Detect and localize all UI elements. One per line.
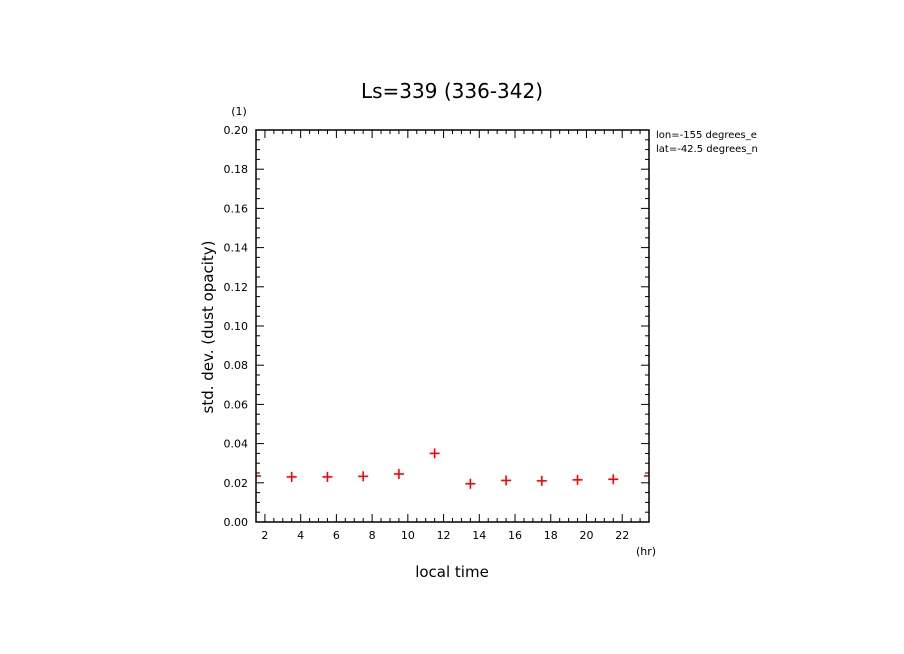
annotation-lat: lat=-42.5 degrees_n — [656, 144, 758, 155]
y-tick-label: 0.06 — [224, 398, 249, 411]
y-tick-label: 0.00 — [224, 516, 249, 529]
x-tick-label: 20 — [579, 529, 593, 542]
data-point — [501, 475, 512, 486]
data-point — [358, 471, 369, 482]
y-tick-label: 0.04 — [224, 438, 249, 451]
data-point — [572, 474, 583, 485]
data-point — [429, 448, 440, 459]
x-tick-label: 10 — [401, 529, 415, 542]
plot-frame — [255, 129, 650, 523]
data-point — [536, 475, 547, 486]
x-axis-label: local time — [415, 563, 489, 581]
x-tick-label: 22 — [615, 529, 629, 542]
x-unit-label: (hr) — [636, 545, 656, 558]
data-point — [608, 474, 619, 485]
y-tick-label: 0.14 — [224, 242, 249, 255]
data-point — [465, 478, 476, 489]
x-tick-label: 16 — [508, 529, 522, 542]
x-tick-label: 2 — [261, 529, 268, 542]
y-tick-label: 0.08 — [224, 359, 249, 372]
x-tick-label: 6 — [333, 529, 340, 542]
y-tick-label: 0.10 — [224, 320, 249, 333]
axis-ticks: 0.00 0.02 0.04 0.06 0.08 0.10 0.12 0.14 0.16 0.18… — [224, 124, 650, 542]
y-tick-label: 0.12 — [224, 281, 249, 294]
y-unit-label: (1) — [231, 105, 247, 118]
data-point — [393, 468, 404, 479]
data-points — [256, 448, 649, 489]
x-tick-label: 14 — [472, 529, 486, 542]
x-tick-label: 12 — [437, 529, 451, 542]
x-tick-label: 8 — [369, 529, 376, 542]
data-point — [322, 471, 333, 482]
y-tick-label: 0.02 — [224, 477, 249, 490]
x-tick-label: 18 — [544, 529, 558, 542]
y-tick-label: 0.16 — [224, 202, 249, 215]
data-point — [286, 471, 297, 482]
y-tick-label: 0.18 — [224, 163, 249, 176]
x-tick-label: 4 — [297, 529, 304, 542]
y-axis-label: std. dev. (dust opacity) — [199, 240, 217, 413]
chart-title: Ls=339 (336-342) — [361, 79, 543, 103]
annotation-lon: lon=-155 degrees_e — [656, 130, 757, 141]
y-tick-label: 0.20 — [224, 124, 249, 137]
